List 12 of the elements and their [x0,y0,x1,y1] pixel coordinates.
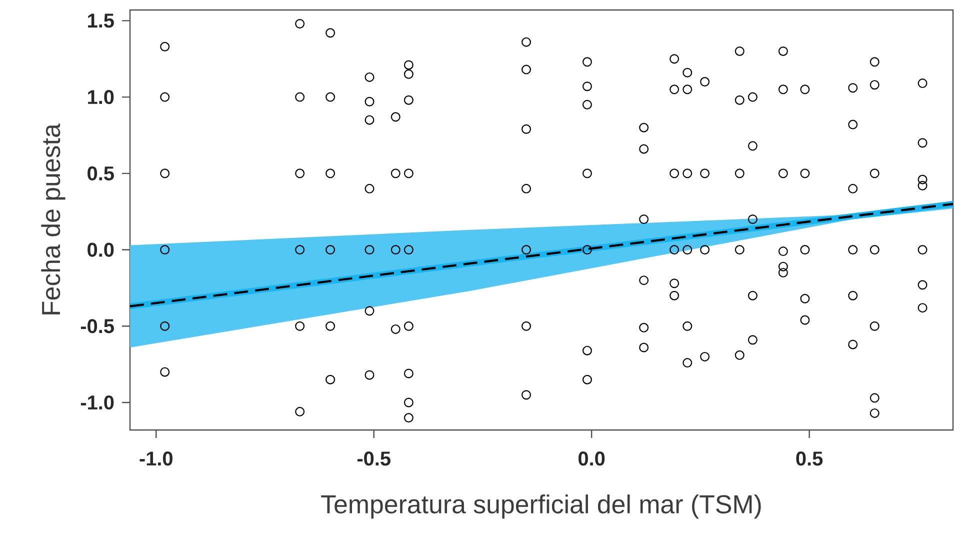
x-tick-label: 0.0 [578,452,605,466]
x-axis-title: Temperatura superficial del mar (TSM) [321,494,761,519]
x-tick-label: -0.5 [357,452,390,466]
y-tick-label: -1.0 [80,395,114,410]
y-axis-title: Fecha de puesta [41,124,66,314]
y-tick-label: 0.0 [88,242,114,257]
y-tick-label: 0.5 [88,166,114,180]
y-tick-label: -0.5 [80,319,114,334]
y-tick-label: 1.0 [88,90,114,104]
x-tick-label: 0.5 [796,452,823,466]
x-tick-label: -1.0 [140,452,172,466]
y-tick-label: 1.5 [88,14,114,28]
